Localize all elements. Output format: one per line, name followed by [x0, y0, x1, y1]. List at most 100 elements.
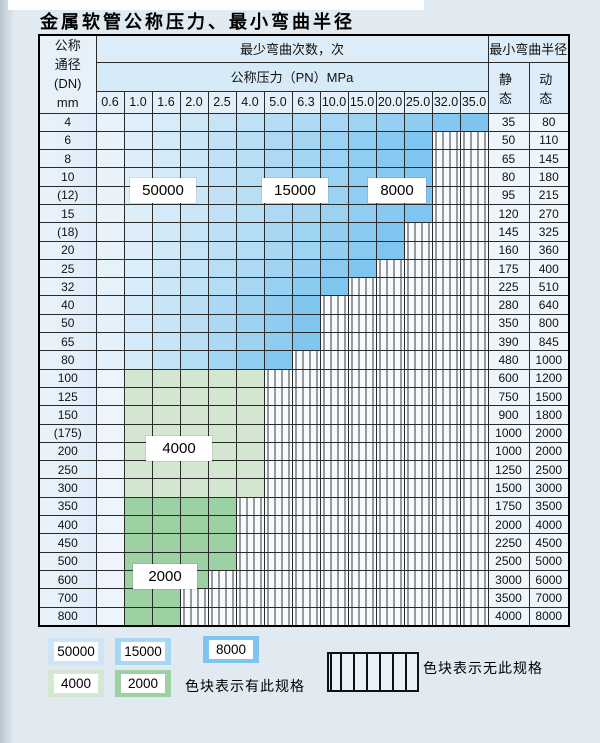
spec-cell-available — [207, 222, 237, 242]
spec-cell-unavailable — [291, 551, 321, 571]
dynamic-radius-value: 1000 — [528, 350, 570, 370]
spec-cell-available — [347, 222, 377, 242]
dynamic-radius-value: 800 — [528, 313, 570, 334]
spec-cell-available — [263, 277, 293, 297]
spec-cell-unavailable — [459, 386, 489, 407]
spec-cell-unavailable — [347, 277, 377, 297]
spec-cell-available — [319, 277, 349, 297]
spec-cell-unavailable — [263, 460, 293, 480]
spec-cell-unavailable — [319, 460, 349, 480]
spec-cell-available — [235, 460, 265, 480]
spec-cell-unavailable — [235, 606, 265, 627]
spec-cell-available — [319, 222, 349, 242]
spec-cell-unavailable — [375, 533, 405, 553]
spec-cell-available — [263, 258, 293, 279]
spec-cell-available — [207, 167, 237, 187]
spec-cell-available — [179, 130, 209, 151]
spec-cell-unavailable — [375, 277, 405, 297]
spec-cell-unavailable — [459, 606, 489, 627]
spec-cell-unavailable — [431, 423, 461, 443]
spec-cell-available — [123, 588, 153, 608]
spec-cell-unavailable — [459, 240, 489, 260]
header-pressure-value: 25.0 — [403, 90, 433, 114]
dn-value: 40 — [38, 295, 97, 315]
spec-cell-unavailable — [291, 478, 321, 498]
spec-cell-available — [207, 350, 237, 370]
spec-cell-available — [179, 460, 209, 480]
spec-cell-unavailable — [235, 533, 265, 553]
legend-swatch-50000: 50000 — [48, 638, 104, 665]
header-bend-cycles: 最少弯曲次数，次 — [95, 34, 489, 63]
spec-cell-unavailable — [319, 368, 349, 388]
header-pressure-value: 20.0 — [375, 90, 405, 114]
spec-cell-available — [179, 350, 209, 370]
table-row: 50 350 800 — [38, 313, 570, 334]
spec-cell-unavailable — [459, 295, 489, 315]
spec-cell-available — [207, 203, 237, 224]
spec-cell-available — [319, 112, 349, 132]
spec-cell-available — [95, 203, 125, 224]
spec-cell-available — [123, 533, 153, 553]
dn-value: 700 — [38, 588, 97, 608]
spec-cell-available — [291, 149, 321, 169]
spec-cell-available — [319, 130, 349, 151]
dn-value: (18) — [38, 222, 97, 242]
spec-cell-unavailable — [235, 496, 265, 517]
spec-cell-available — [123, 368, 153, 388]
dn-value: 80 — [38, 350, 97, 370]
spec-cell-available — [123, 130, 153, 151]
legend-unavailable-text: 色块表示无此规格 — [423, 660, 543, 676]
spec-cell-available — [151, 203, 181, 224]
dn-value: 20 — [38, 240, 97, 260]
dn-value: 800 — [38, 606, 97, 627]
spec-cell-unavailable — [403, 368, 433, 388]
static-radius-value: 900 — [487, 405, 530, 425]
spec-cell-available — [235, 203, 265, 224]
static-radius-value: 1750 — [487, 496, 530, 517]
spec-cell-available — [179, 496, 209, 517]
table-row: (18) 145 325 — [38, 222, 570, 242]
spec-cell-unavailable — [291, 405, 321, 425]
spec-cell-unavailable — [459, 258, 489, 279]
page-edge-shade — [0, 0, 14, 743]
spec-cell-unavailable — [459, 222, 489, 242]
spec-cell-available — [235, 423, 265, 443]
spec-cell-available — [151, 496, 181, 517]
spec-cell-available — [95, 350, 125, 370]
spec-cell-available — [347, 112, 377, 132]
spec-cell-available — [179, 222, 209, 242]
dn-value: 15 — [38, 203, 97, 224]
table-row: 250 1250 2500 — [38, 460, 570, 480]
spec-cell-available — [207, 130, 237, 151]
spec-cell-unavailable — [319, 569, 349, 590]
spec-cell-available — [459, 112, 489, 132]
spec-cell-available — [95, 515, 125, 535]
static-radius-value: 65 — [487, 149, 530, 169]
dynamic-radius-value: 215 — [528, 185, 570, 205]
spec-cell-available — [291, 240, 321, 260]
page-title: 金属软管公称压力、最小弯曲半径 — [40, 12, 355, 33]
dn-value: 32 — [38, 277, 97, 297]
spec-cell-available — [263, 112, 293, 132]
spec-cell-available — [207, 258, 237, 279]
spec-cell-available — [207, 386, 237, 407]
spec-cell-unavailable — [319, 405, 349, 425]
header-pressure-value: 0.6 — [95, 90, 125, 114]
spec-cell-unavailable — [319, 423, 349, 443]
spec-cell-unavailable — [375, 423, 405, 443]
spec-cell-available — [207, 295, 237, 315]
spec-cell-unavailable — [319, 606, 349, 627]
spec-cell-unavailable — [263, 496, 293, 517]
spec-cell-available — [179, 149, 209, 169]
zone-label-2000: 2000 — [133, 564, 197, 589]
spec-cell-unavailable — [459, 460, 489, 480]
spec-cell-available — [95, 386, 125, 407]
legend-swatch-15000: 15000 — [115, 638, 171, 665]
table-row: 8 65 145 — [38, 149, 570, 169]
spec-cell-unavailable — [347, 588, 377, 608]
spec-cell-unavailable — [403, 496, 433, 517]
static-radius-value: 225 — [487, 277, 530, 297]
spec-cell-unavailable — [459, 313, 489, 334]
dynamic-radius-value: 2000 — [528, 441, 570, 462]
spec-cell-available — [263, 149, 293, 169]
